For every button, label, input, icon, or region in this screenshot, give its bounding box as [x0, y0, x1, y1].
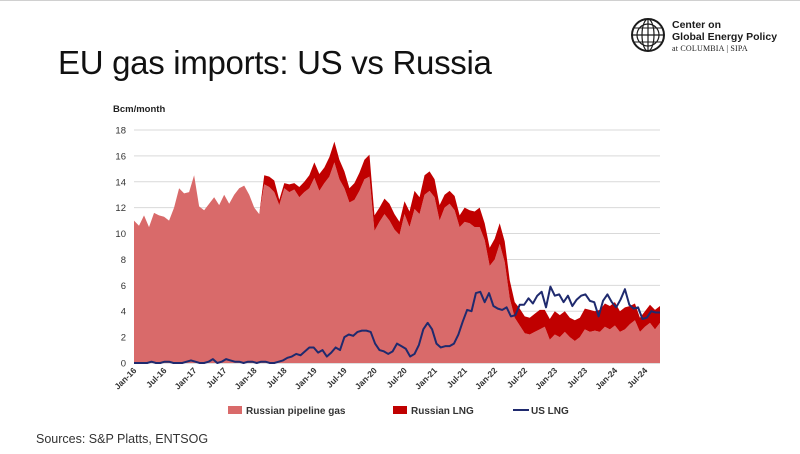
- y-axis: 0 2 4 6 8 10 12 14 16 18: [115, 126, 126, 370]
- y-axis-unit-label: Bcm/month: [113, 104, 165, 115]
- legend: Russian pipeline gas Russian LNG US LNG: [228, 406, 569, 417]
- y-tick-label-0: 0: [121, 359, 126, 370]
- y-tick-label-12: 12: [115, 203, 126, 214]
- legend-label-russian-lng: Russian LNG: [411, 406, 474, 417]
- y-tick-label-8: 8: [121, 255, 126, 266]
- globe-icon: [631, 18, 665, 52]
- y-tick-label-16: 16: [115, 151, 126, 162]
- x-tick-label-jul-20: Jul-20: [384, 365, 409, 390]
- source-note: Sources: S&P Platts, ENTSOG: [36, 432, 209, 446]
- x-tick-label-jan-20: Jan-20: [353, 365, 379, 391]
- x-tick-label-jan-21: Jan-21: [413, 365, 439, 391]
- x-tick-label-jan-23: Jan-23: [533, 365, 559, 391]
- legend-swatch-russian-pipeline-gas: [228, 406, 242, 414]
- x-tick-label-jul-23: Jul-23: [565, 365, 590, 390]
- series-area-russian-pipeline-gas: [134, 162, 660, 363]
- x-tick-label-jan-18: Jan-18: [233, 365, 259, 391]
- y-tick-label-6: 6: [121, 281, 126, 292]
- logo-line-2: Global Energy Policy: [672, 31, 778, 43]
- logo-text: Center on Global Energy Policy at COLUMB…: [672, 19, 777, 55]
- legend-label-russian-pipeline-gas: Russian pipeline gas: [246, 406, 346, 417]
- chart-areas: [134, 141, 660, 363]
- y-tick-label-2: 2: [121, 333, 126, 344]
- y-tick-label-4: 4: [121, 307, 126, 318]
- y-tick-label-18: 18: [115, 126, 126, 137]
- legend-label-us-lng: US LNG: [531, 406, 569, 417]
- series-line-us-lng: [134, 285, 660, 364]
- x-tick-label-jul-17: Jul-17: [204, 365, 229, 390]
- y-tick-label-14: 14: [115, 177, 126, 188]
- page-title: EU gas imports: US vs Russia: [58, 44, 492, 81]
- x-tick-label-jul-16: Jul-16: [144, 365, 169, 390]
- x-tick-label-jul-24: Jul-24: [625, 365, 650, 390]
- logo-line-1: Center on: [672, 19, 722, 31]
- x-tick-label-jul-21: Jul-21: [445, 365, 470, 390]
- x-tick-label-jan-19: Jan-19: [293, 365, 319, 391]
- logo: Center on Global Energy Policy at COLUMB…: [630, 17, 800, 57]
- legend-swatch-russian-lng: [393, 406, 407, 414]
- x-axis: Jan-16 Jul-16 Jan-17 Jul-17 Jan-18 Jul-18 Jan-…: [112, 365, 649, 391]
- logo-line-3: at COLUMBIA | SIPA: [672, 44, 748, 53]
- top-divider: [0, 0, 800, 1]
- x-tick-label-jul-18: Jul-18: [264, 365, 289, 390]
- x-tick-label-jan-22: Jan-22: [473, 365, 499, 391]
- x-tick-label-jul-19: Jul-19: [324, 365, 349, 390]
- x-tick-label-jul-22: Jul-22: [505, 365, 530, 390]
- series-area-russian-lng: [134, 141, 660, 341]
- x-tick-label-jan-17: Jan-17: [172, 365, 198, 391]
- y-tick-label-10: 10: [115, 229, 126, 240]
- x-tick-label-jan-24: Jan-24: [593, 365, 619, 391]
- chart-lines: [134, 285, 660, 364]
